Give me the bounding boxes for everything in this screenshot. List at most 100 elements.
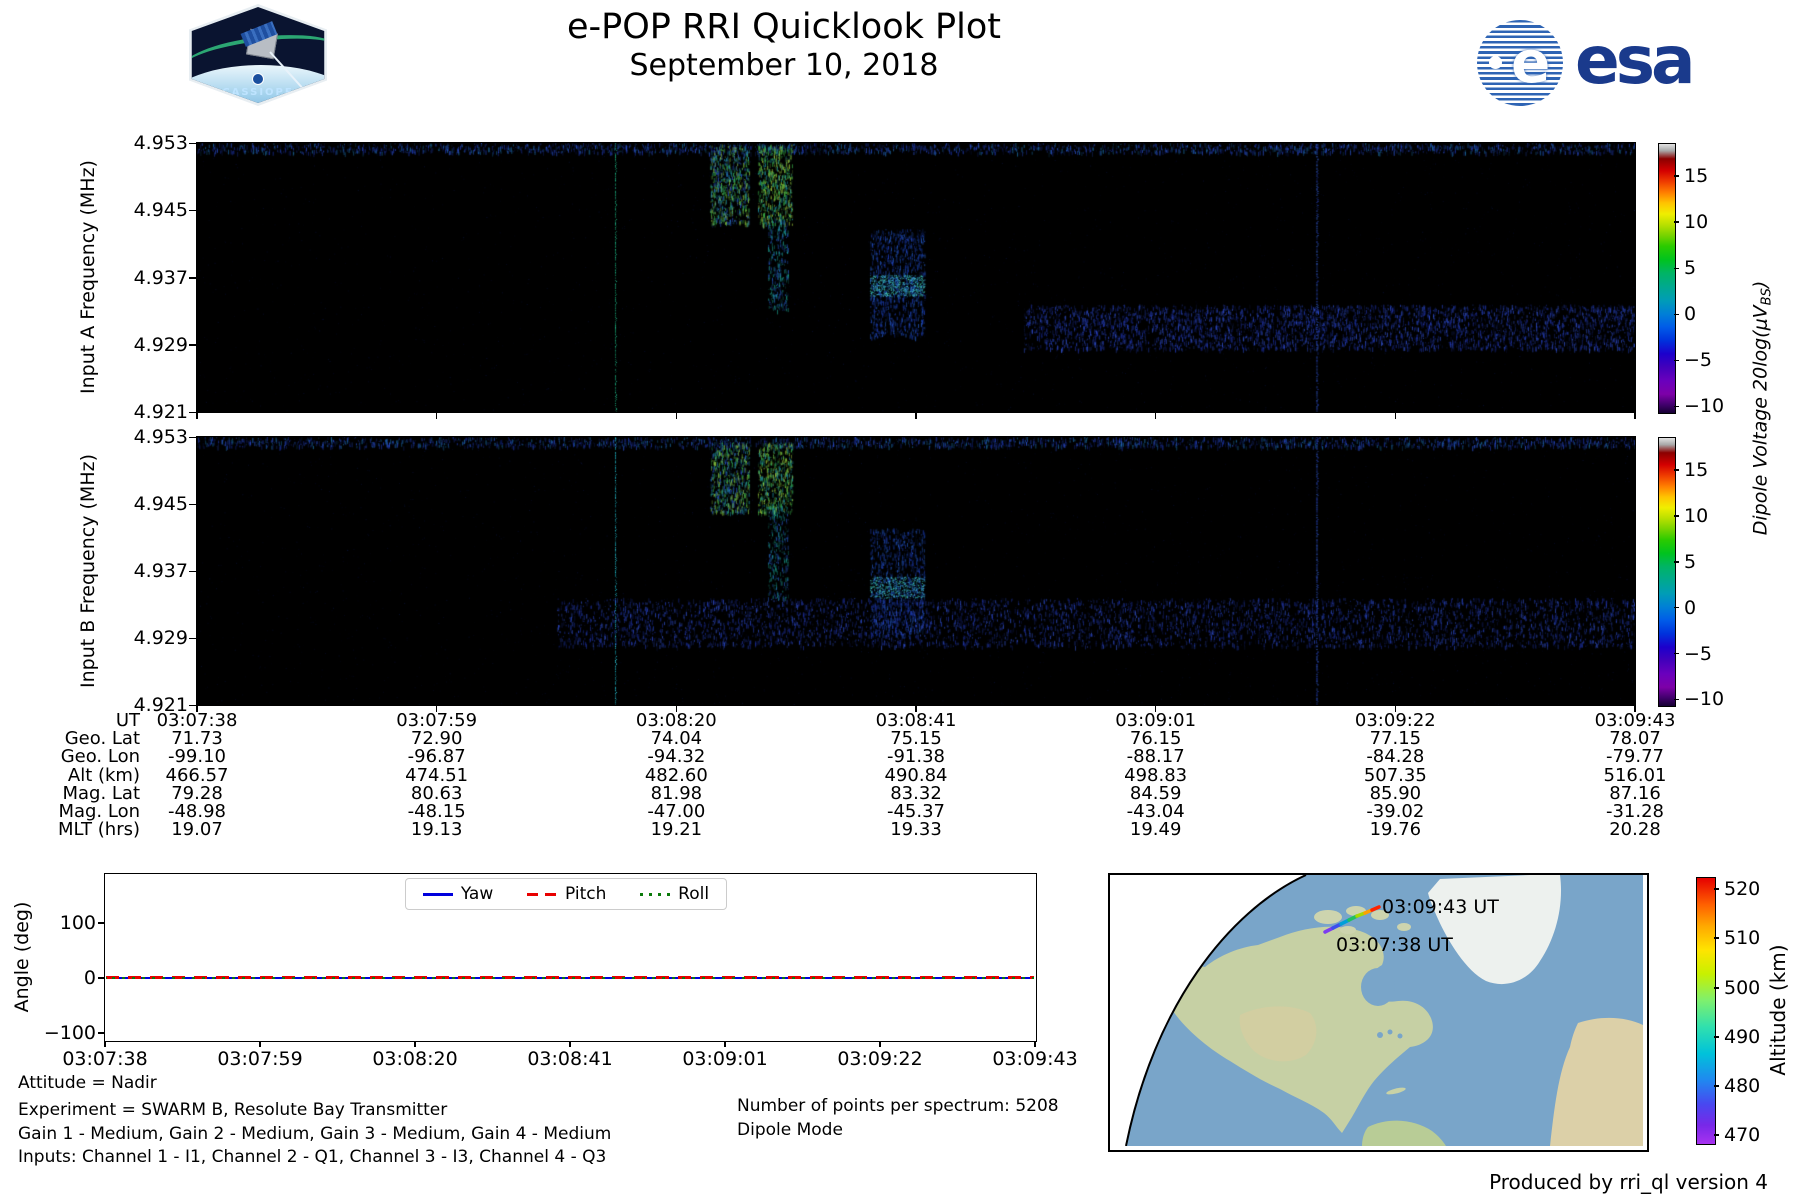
altitude-tick-label: 470 bbox=[1724, 1124, 1761, 1146]
map-africa bbox=[1550, 1017, 1643, 1146]
spectrogram-panel-b bbox=[195, 435, 1636, 706]
time-tick-mark bbox=[1634, 706, 1636, 712]
freq-tick-mark bbox=[189, 344, 196, 346]
ephemeris-cell: 19.49 bbox=[1129, 819, 1182, 840]
ephemeris-cell: 03:09:22 bbox=[1354, 710, 1436, 731]
ephemeris-cell: 03:07:59 bbox=[396, 710, 478, 731]
map-arctic-island-4 bbox=[1340, 926, 1356, 934]
produced-by-note: Produced by rri_ql version 4 bbox=[1489, 1170, 1768, 1194]
freq-tick-label: 4.945 bbox=[133, 199, 188, 222]
annotation-attitude: Attitude = Nadir bbox=[18, 1073, 157, 1093]
ephemeris-cell: 78.07 bbox=[1609, 728, 1661, 749]
altitude-tick-label: 500 bbox=[1724, 977, 1761, 999]
colorbar-tick-label: −10 bbox=[1684, 688, 1725, 711]
map-hudson-bay bbox=[1361, 968, 1395, 1006]
colorbar-tick-mark bbox=[1674, 469, 1679, 471]
ephemeris-cell: 474.51 bbox=[405, 765, 469, 786]
ephemeris-cell: 498.83 bbox=[1124, 765, 1188, 786]
ephemeris-cell: 80.63 bbox=[410, 783, 463, 804]
colorbar-label-sub: BS bbox=[1759, 288, 1775, 306]
ephemeris-row-label: Geo. Lat bbox=[64, 728, 140, 749]
altitude-tick-mark bbox=[1714, 987, 1719, 989]
esa-globe-dot bbox=[1489, 56, 1502, 69]
ephemeris-cell: 03:08:20 bbox=[635, 710, 717, 731]
time-tick-mark bbox=[915, 706, 917, 712]
ephemeris-cell: -79.77 bbox=[1605, 746, 1665, 767]
colorbar-tick-label: −10 bbox=[1684, 395, 1725, 418]
colorbar-altitude-label: Altitude (km) bbox=[1766, 944, 1790, 1076]
map-globe-edge-line bbox=[1125, 874, 1307, 1147]
colorbar-tick-mark bbox=[1674, 652, 1679, 655]
ephemeris-cell: -91.38 bbox=[886, 746, 946, 767]
colorbar-tick-mark bbox=[1674, 313, 1679, 316]
annotation-num-points: Number of points per spectrum: 5208 bbox=[737, 1096, 1059, 1116]
angle-xtick-label: 03:07:38 bbox=[62, 1048, 148, 1070]
altitude-tick-mark bbox=[1714, 888, 1719, 890]
patch-emblem bbox=[252, 73, 264, 85]
map-great-lake-2 bbox=[1387, 1029, 1393, 1035]
annotation-gains: Gain 1 - Medium, Gain 2 - Medium, Gain 3… bbox=[18, 1124, 612, 1144]
map-great-lake-3 bbox=[1397, 1033, 1403, 1039]
ephemeris-cell: 482.60 bbox=[644, 765, 708, 786]
colorbar-tick-label: −5 bbox=[1684, 642, 1713, 665]
colorbar-tick-label: 15 bbox=[1684, 165, 1709, 188]
colorbar-tick-mark bbox=[1674, 515, 1679, 517]
angle-ytick-label: 0 bbox=[83, 967, 96, 989]
colorbar-spectro-b bbox=[1658, 437, 1676, 707]
time-tick-mark bbox=[675, 706, 678, 712]
freq-tick-label: 4.945 bbox=[133, 493, 188, 515]
angle-ytick-label: −100 bbox=[43, 1022, 96, 1044]
ephemeris-row-label: Mag. Lon bbox=[58, 801, 140, 822]
colorbar-tick-label: 5 bbox=[1684, 257, 1697, 280]
freq-tick-mark bbox=[189, 436, 196, 438]
time-tick-mark bbox=[435, 706, 438, 712]
angle-xtick-label: 03:09:22 bbox=[837, 1048, 923, 1070]
panel-a-ylabel: Input A Frequency (MHz) bbox=[77, 160, 99, 394]
roll-line bbox=[106, 976, 1034, 979]
freq-tick-label: 4.953 bbox=[133, 426, 188, 448]
altitude-tick-mark bbox=[1714, 1134, 1719, 1136]
freq-tick-mark bbox=[189, 503, 196, 505]
ephemeris-cell: 79.28 bbox=[171, 783, 223, 804]
ephemeris-cell: 19.76 bbox=[1369, 819, 1422, 840]
map-south-america bbox=[1362, 1120, 1446, 1146]
altitude-tick-label: 480 bbox=[1724, 1075, 1761, 1097]
ephemeris-row-label: MLT (hrs) bbox=[57, 819, 140, 840]
ephemeris-cell: 84.59 bbox=[1129, 783, 1182, 804]
map-us-interior-desert bbox=[1239, 1006, 1317, 1062]
freq-tick-label: 4.929 bbox=[133, 627, 188, 649]
ephemeris-cell: -31.28 bbox=[1605, 801, 1665, 822]
annotation-dipole-mode: Dipole Mode bbox=[737, 1120, 843, 1140]
altitude-tick-mark bbox=[1714, 1085, 1719, 1087]
colorbar-altitude bbox=[1696, 877, 1716, 1145]
angle-ytick-label: 100 bbox=[59, 912, 96, 934]
time-tick-mark bbox=[1154, 413, 1157, 419]
colorbar-tick-mark bbox=[1674, 606, 1679, 609]
freq-tick-mark bbox=[189, 277, 196, 279]
time-tick-mark bbox=[1394, 413, 1397, 419]
track-segment bbox=[1370, 905, 1381, 912]
track-start-time-label: 03:07:38 UT bbox=[1336, 934, 1453, 956]
angle-xtick-label: 03:07:59 bbox=[217, 1048, 303, 1070]
colorbar-tick-label: −5 bbox=[1684, 349, 1713, 372]
freq-tick-mark bbox=[189, 704, 196, 706]
freq-tick-label: 4.921 bbox=[133, 401, 188, 423]
colorbar-label-suffix: ) bbox=[1749, 280, 1772, 289]
legend-item-yaw: Yaw bbox=[422, 884, 493, 904]
cassiope-patch-label: CASSIOPE bbox=[222, 87, 294, 98]
colorbar-tick-label: 10 bbox=[1684, 211, 1709, 234]
freq-tick-mark bbox=[189, 570, 196, 572]
freq-tick-label: 4.937 bbox=[133, 266, 188, 289]
ephemeris-cell: 19.13 bbox=[410, 819, 463, 840]
ephemeris-cell: 19.07 bbox=[171, 819, 223, 840]
altitude-tick-mark bbox=[1714, 937, 1719, 939]
ephemeris-cell: -84.28 bbox=[1366, 746, 1425, 767]
ephemeris-cell: -48.98 bbox=[167, 801, 227, 822]
ephemeris-cell: 20.28 bbox=[1609, 819, 1661, 840]
angle-xtick-mark bbox=[1034, 1041, 1036, 1047]
freq-tick-label: 4.937 bbox=[133, 560, 188, 582]
map-svg: 03:09:43 UT 03:07:38 UT bbox=[1110, 874, 1643, 1147]
angle-xtick-mark bbox=[104, 1041, 106, 1047]
spectrogram-panel-a bbox=[195, 141, 1636, 413]
ephemeris-cell: -47.00 bbox=[647, 801, 706, 822]
